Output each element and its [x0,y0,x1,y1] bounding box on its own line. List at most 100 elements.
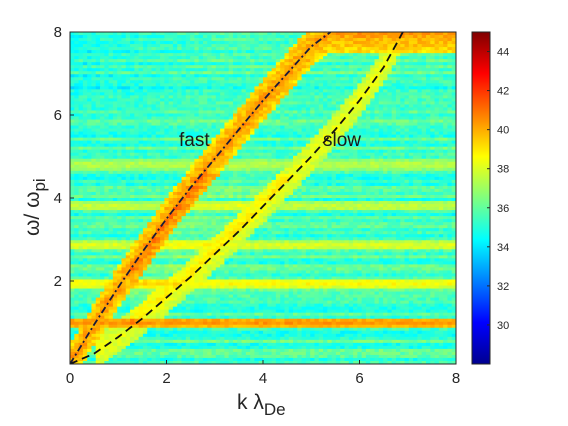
heatmap-cell [378,110,384,115]
heatmap-cell [425,179,431,184]
heatmap-cell [348,62,354,66]
heatmap-cell [134,149,140,154]
heatmap-cell [185,68,191,72]
heatmap-cell [87,179,93,184]
heatmap-cell [241,134,247,139]
heatmap-cell [430,38,436,42]
heatmap-cell [344,77,350,81]
heatmap-cell [353,47,358,51]
heatmap-cell [250,35,256,39]
heatmap-cell [74,113,80,118]
heatmap-cell [417,155,423,160]
heatmap-cell [314,134,320,139]
heatmap-cell [207,146,213,151]
heatmap-cell [74,176,80,181]
heatmap-cell [100,98,105,103]
heatmap-cell [104,89,110,93]
heatmap-cell [155,134,161,139]
heatmap-cell [361,131,367,136]
heatmap-cell [91,146,97,151]
heatmap-cell [134,68,140,72]
heatmap-cell [142,62,148,66]
heatmap-cell [263,155,268,160]
heatmap-cell [447,191,453,196]
heatmap-cell [451,59,456,63]
heatmap-cell [181,104,187,109]
heatmap-cell [297,62,303,66]
heatmap-cell [194,104,200,109]
heatmap-cell [451,53,456,57]
heatmap-cell [241,194,247,199]
heatmap-cell [301,161,307,166]
heatmap-cell [417,95,423,99]
heatmap-cell [194,152,200,157]
heatmap-cell [220,170,225,175]
heatmap-cell [314,86,320,90]
heatmap-cell [425,89,431,93]
heatmap-cell [168,119,174,124]
heatmap-cell [443,182,449,187]
heatmap-cell [305,38,311,42]
heatmap-cell [378,47,384,51]
heatmap-cell [177,170,183,175]
heatmap-cell [172,149,178,154]
heatmap-cell [211,80,217,84]
heatmap-cell [370,83,376,87]
heatmap-cell [202,53,208,57]
heatmap-cell [263,167,268,172]
heatmap-cell [438,107,444,112]
heatmap-cell [164,149,170,154]
heatmap-cell [348,167,354,172]
heatmap-cell [297,182,303,187]
heatmap-cell [344,155,350,160]
heatmap-cell [327,101,333,106]
heatmap-cell [112,98,118,103]
heatmap-cell [301,128,307,133]
heatmap-cell [288,89,294,93]
heatmap-cell [250,95,256,99]
heatmap-cell [413,143,418,148]
heatmap-cell [374,38,380,42]
heatmap-cell [404,110,410,115]
heatmap-cell [151,74,157,78]
heatmap-cell [395,107,401,112]
heatmap-cell [211,119,217,124]
heatmap-cell [198,155,204,160]
heatmap-cell [100,89,105,93]
heatmap-cell [138,35,144,39]
heatmap-cell [451,119,456,124]
heatmap-cell [108,194,114,199]
heatmap-cell [177,167,183,172]
heatmap-cell [224,155,230,160]
heatmap-cell [335,176,341,181]
heatmap-cell [310,71,316,75]
heatmap-cell [160,143,165,148]
heatmap-cell [207,164,213,169]
heatmap-cell [211,155,217,160]
heatmap-cell [451,35,456,39]
heatmap-cell [177,50,183,54]
heatmap-cell [250,98,256,103]
heatmap-cell [400,89,406,93]
heatmap-cell [447,185,453,190]
heatmap-cell [155,131,161,136]
heatmap-cell [421,116,427,121]
heatmap-cell [82,161,88,166]
heatmap-cell [198,194,204,199]
heatmap-cell [164,83,170,87]
heatmap-cell [130,194,135,199]
heatmap-cell [104,92,110,96]
heatmap-cell [275,65,281,69]
heatmap-cell [374,128,380,133]
heatmap-cell [344,146,350,151]
heatmap-cell [82,71,88,75]
heatmap-cell [130,92,135,96]
heatmap-cell [378,146,384,151]
heatmap-cell [198,41,204,45]
heatmap-cell [374,95,380,99]
heatmap-cell [78,198,84,202]
heatmap-cell [190,161,195,166]
heatmap-cell [172,185,178,190]
heatmap-cell [202,134,208,139]
heatmap-cell [198,35,204,39]
